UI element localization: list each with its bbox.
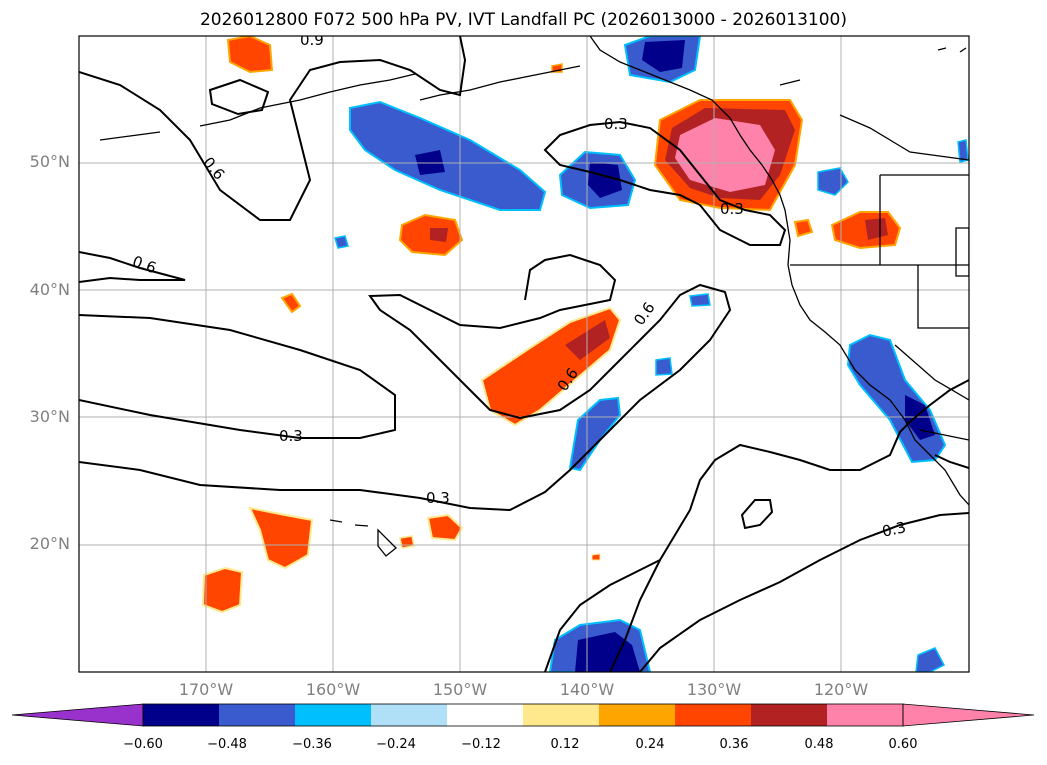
colorbar-tick-label: −0.24 <box>376 737 416 752</box>
lat-label: 20°N <box>29 534 70 553</box>
colorbar-segment <box>219 704 296 726</box>
plot-frame <box>78 35 970 673</box>
gridlines <box>79 36 969 672</box>
contours <box>79 36 969 672</box>
colorbar-segment <box>371 704 448 726</box>
negative-anomaly-north-pacific <box>349 100 547 211</box>
contour-label: 0.3 <box>880 518 907 541</box>
contour-label: 0.3 <box>720 200 744 218</box>
lat-label: 50°N <box>29 152 70 171</box>
colorbar-tick-label: −0.36 <box>292 737 332 752</box>
colorbar-tick-label: 0.48 <box>804 737 834 752</box>
contour-label: 0.6 <box>199 154 228 184</box>
coastlines <box>99 36 969 557</box>
colorbar-tick-label: 0.60 <box>888 737 918 752</box>
contour-label: 0.6 <box>130 252 159 277</box>
map-title: 2026012800 F072 500 hPa PV, IVT Landfall… <box>199 10 847 30</box>
contour-label: 0.3 <box>426 489 450 507</box>
colorbar-segment <box>675 704 752 726</box>
colorbar-frame <box>142 703 904 727</box>
shaded-anomalies <box>201 36 969 672</box>
lat-label: 30°N <box>29 407 70 426</box>
lon-label: 140°W <box>559 680 615 699</box>
positive-anomaly-west-us <box>830 211 902 250</box>
contour-label: 0.9 <box>300 31 324 49</box>
colorbar-tick-label: 0.12 <box>550 737 580 752</box>
colorbar-tick-label: −0.12 <box>461 737 501 752</box>
colorbar-tick-label: 0.24 <box>635 737 665 752</box>
negative-anomaly-california <box>846 333 947 464</box>
contour-label: 0.3 <box>604 115 628 133</box>
colorbar-segment <box>751 704 828 726</box>
lon-label: 150°W <box>432 680 488 699</box>
colorbar-segment <box>447 704 524 726</box>
positive-anomaly-hawaii-west <box>248 506 314 570</box>
colorbar-extend-high <box>902 703 1035 727</box>
colorbar-segment <box>599 704 676 726</box>
contour-label: 0.3 <box>279 427 303 445</box>
colorbar-segment <box>143 704 220 726</box>
colorbar-segment <box>295 704 372 726</box>
colorbar-tick-label: −0.48 <box>207 737 247 752</box>
colorbar-tick-label: 0.36 <box>719 737 749 752</box>
lon-label: 120°W <box>813 680 869 699</box>
negative-anomaly-35n-143w <box>568 396 622 472</box>
colorbar-segment <box>827 704 904 726</box>
colorbar-tick-label: −0.60 <box>123 737 163 752</box>
lon-label: 160°W <box>305 680 361 699</box>
colorbar <box>11 703 1035 727</box>
positive-anomaly-north <box>226 36 274 74</box>
lat-label: 40°N <box>29 280 70 299</box>
lon-label: 130°W <box>686 680 742 699</box>
lon-label: 170°W <box>178 680 234 699</box>
colorbar-segment <box>523 704 600 726</box>
colorbar-extend-low <box>11 703 144 727</box>
